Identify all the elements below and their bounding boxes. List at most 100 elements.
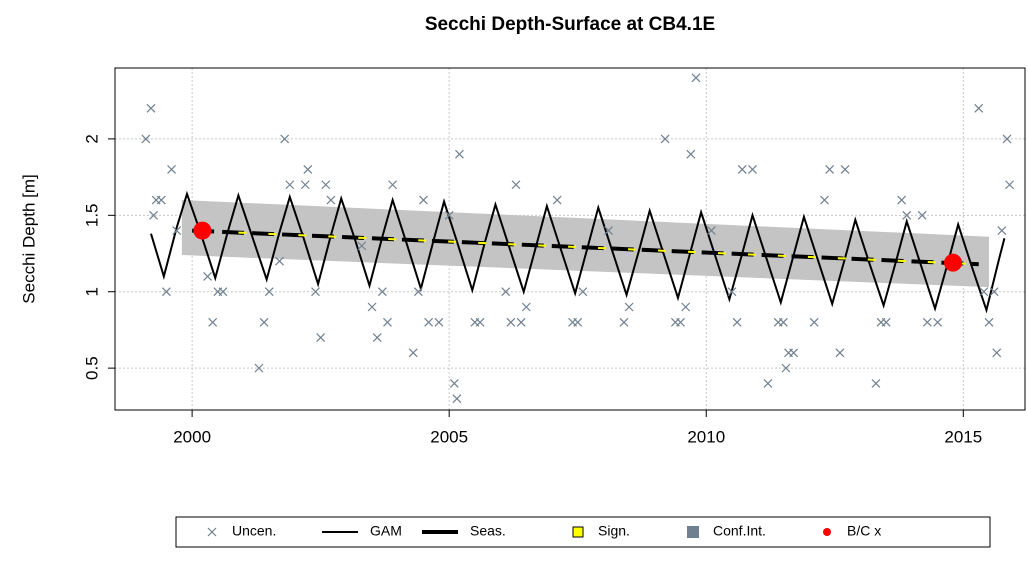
data-point: [419, 195, 428, 205]
data-point: [732, 317, 742, 327]
data-point: [149, 210, 158, 220]
data-point: [573, 317, 583, 327]
data-point: [321, 180, 331, 190]
data-point: [737, 165, 747, 174]
confidence-band: [181, 200, 990, 288]
data-point: [254, 363, 264, 373]
data-point: [619, 317, 629, 327]
data-point: [161, 287, 171, 297]
x-tick-label: 2015: [944, 427, 982, 446]
data-point: [280, 134, 290, 144]
legend-icon: [207, 527, 217, 537]
data-point: [997, 226, 1007, 236]
x-tick-label: 2005: [430, 427, 468, 446]
data-point: [511, 180, 521, 190]
data-point: [156, 195, 166, 205]
grid: [115, 68, 1025, 410]
data-point: [408, 348, 418, 358]
gam-line: [150, 190, 1006, 314]
data-point: [604, 226, 613, 236]
data-point: [311, 287, 320, 297]
data-point: [809, 317, 819, 327]
data-point: [300, 180, 310, 190]
data-point: [264, 287, 274, 297]
bc-point: [944, 253, 963, 272]
data-point: [367, 302, 377, 312]
data-point: [444, 210, 454, 220]
data-point: [326, 195, 336, 205]
data-point: [388, 180, 398, 190]
y-axis-label: Secchi Depth [m]: [19, 174, 38, 303]
data-point: [208, 317, 218, 327]
data-point: [413, 287, 423, 297]
data-point: [781, 363, 791, 373]
data-point: [835, 348, 845, 358]
data-point: [141, 134, 151, 144]
legend-label: Seas.: [470, 523, 506, 539]
data-point: [578, 287, 588, 297]
data-point: [316, 333, 326, 342]
data-point: [1002, 134, 1012, 144]
data-point: [452, 394, 462, 404]
data-point: [383, 317, 392, 327]
data-point: [660, 134, 670, 144]
data-point: [303, 165, 313, 174]
data-point: [377, 287, 387, 297]
legend-icon: [687, 526, 699, 538]
data-point: [691, 73, 701, 83]
data-point: [372, 333, 382, 342]
legend-icon: [823, 528, 831, 536]
data-point: [881, 317, 891, 327]
data-point: [897, 195, 907, 205]
data-point: [521, 302, 531, 312]
data-point: [840, 165, 850, 174]
y-tick-label: 1: [82, 287, 101, 296]
data-point: [763, 378, 773, 388]
data-point: [552, 195, 562, 205]
data-point: [357, 241, 367, 251]
data-point: [285, 180, 295, 190]
y-tick-label: 0.5: [82, 356, 101, 380]
x-tick-label: 2000: [173, 427, 211, 446]
legend-label: GAM: [370, 523, 402, 539]
data-point: [686, 149, 696, 159]
data-point: [259, 317, 269, 327]
bc-point: [193, 221, 212, 240]
data-point: [172, 226, 182, 236]
y-tick-label: 2: [82, 134, 101, 143]
legend-label: Conf.Int.: [713, 523, 766, 539]
data-point: [748, 165, 757, 174]
legend-label: B/C x: [847, 523, 881, 539]
data-point: [146, 103, 156, 113]
data-point: [218, 287, 228, 297]
data-point: [455, 149, 464, 159]
data-point: [706, 226, 716, 236]
data-point: [167, 165, 176, 174]
data-point: [902, 210, 912, 220]
data-point: [275, 256, 284, 266]
data-point: [624, 302, 634, 312]
data-point: [979, 287, 989, 297]
chart-title: Secchi Depth-Surface at CB4.1E: [425, 14, 715, 35]
data-point: [203, 272, 212, 281]
data-point: [449, 378, 459, 388]
data-point: [933, 317, 943, 327]
data-point: [871, 378, 881, 388]
data-point: [1005, 180, 1015, 190]
trend-line: [192, 228, 979, 267]
data-point: [992, 348, 1002, 358]
plot-frame: [114, 67, 1026, 411]
legend-label: Sign.: [598, 523, 630, 539]
data-point: [974, 103, 984, 113]
plot-area: [141, 73, 1015, 404]
data-point: [681, 302, 691, 312]
data-point: [475, 317, 485, 327]
y-tick-label: 1.5: [82, 203, 101, 227]
data-point: [778, 317, 788, 327]
data-point: [501, 287, 511, 297]
data-point: [506, 317, 516, 327]
data-point: [820, 195, 829, 205]
data-point: [984, 317, 994, 327]
legend: Uncen. GAM Seas. Sign. Conf.Int. B/C x: [175, 516, 991, 548]
trend-line: [238, 231, 979, 266]
